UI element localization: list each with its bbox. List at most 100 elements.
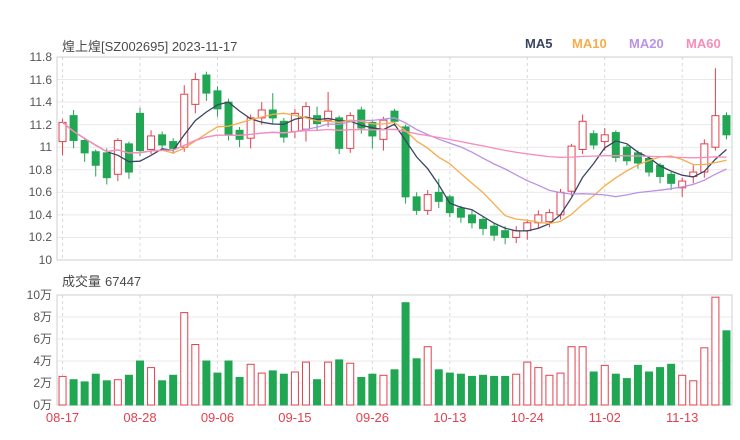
volume-bar[interactable] [656, 367, 665, 406]
candlestick[interactable] [135, 107, 144, 157]
volume-bar[interactable] [224, 360, 233, 406]
candlestick[interactable] [301, 102, 310, 142]
volume-bar[interactable] [257, 372, 266, 406]
volume-bar[interactable] [246, 363, 255, 406]
volume-bar[interactable] [611, 373, 620, 406]
volume-bar[interactable] [158, 380, 167, 406]
volume-bar[interactable] [523, 361, 532, 406]
volume-bar[interactable] [169, 374, 178, 406]
volume-bar[interactable] [58, 375, 67, 406]
volume-bar[interactable] [512, 373, 521, 406]
volume-bar[interactable] [335, 359, 344, 406]
legend-item-ma10[interactable]: MA10 [572, 36, 607, 51]
volume-bar[interactable] [722, 330, 731, 406]
candlestick[interactable] [423, 190, 432, 215]
volume-bar[interactable] [467, 375, 476, 406]
candlestick[interactable] [268, 93, 277, 124]
candlestick[interactable] [257, 102, 266, 125]
candlestick[interactable] [113, 138, 122, 182]
volume-bar[interactable] [622, 378, 631, 406]
legend-item-ma60[interactable]: MA60 [686, 36, 721, 51]
volume-bar[interactable] [180, 312, 189, 406]
candlestick[interactable] [401, 124, 410, 204]
candlestick[interactable] [567, 143, 576, 196]
volume-bar[interactable] [423, 346, 432, 406]
candlestick[interactable] [534, 210, 543, 229]
candlestick[interactable] [622, 144, 631, 166]
volume-bar[interactable] [124, 374, 133, 406]
candlestick[interactable] [346, 112, 355, 153]
candlestick[interactable] [501, 226, 510, 245]
volume-bar[interactable] [689, 380, 698, 406]
volume-bar[interactable] [711, 296, 720, 406]
candlestick[interactable] [434, 178, 443, 209]
volume-bar[interactable] [645, 371, 654, 406]
volume-bar[interactable] [456, 373, 465, 406]
volume-bar[interactable] [633, 364, 642, 406]
volume-bar[interactable] [324, 361, 333, 406]
volume-bar[interactable] [346, 362, 355, 406]
candlestick[interactable] [191, 72, 200, 114]
volume-bar[interactable] [556, 372, 565, 406]
candlestick[interactable] [379, 116, 388, 151]
volume-bar[interactable] [445, 372, 454, 406]
candlestick[interactable] [158, 131, 167, 151]
volume-bar[interactable] [479, 374, 488, 406]
candlestick[interactable] [213, 86, 222, 117]
candlestick[interactable] [102, 148, 111, 185]
volume-bar[interactable] [667, 363, 676, 406]
candlestick[interactable] [645, 156, 654, 177]
legend-item-ma5[interactable]: MA5 [525, 36, 553, 51]
volume-bar[interactable] [113, 379, 122, 406]
volume-bar[interactable] [235, 377, 244, 406]
volume-bar[interactable] [534, 367, 543, 406]
kline-panel[interactable] [58, 68, 731, 245]
candlestick[interactable] [412, 192, 421, 215]
volume-bar[interactable] [191, 344, 200, 406]
volume-bar[interactable] [279, 373, 288, 406]
candlestick[interactable] [589, 130, 598, 150]
volume-bar[interactable] [213, 372, 222, 406]
candlestick[interactable] [467, 210, 476, 229]
candlestick[interactable] [180, 85, 189, 152]
volume-bar[interactable] [501, 375, 510, 406]
volume-bar[interactable] [91, 373, 100, 406]
volume-bar[interactable] [434, 369, 443, 406]
candlestick[interactable] [124, 141, 133, 179]
volume-bar[interactable] [678, 374, 687, 406]
volume-panel[interactable] [58, 296, 731, 406]
candlestick[interactable] [290, 108, 299, 139]
candlestick[interactable] [479, 217, 488, 236]
candlestick[interactable] [711, 68, 720, 151]
volume-bar[interactable] [545, 374, 554, 406]
volume-bar[interactable] [401, 302, 410, 406]
volume-bar[interactable] [589, 371, 598, 406]
candlestick[interactable] [490, 222, 499, 241]
volume-bar[interactable] [412, 358, 421, 406]
volume-bar[interactable] [80, 381, 89, 406]
candlestick[interactable] [512, 226, 521, 244]
volume-bar[interactable] [135, 360, 144, 406]
candlestick[interactable] [523, 219, 532, 240]
candlestick[interactable] [600, 128, 609, 151]
volume-bar[interactable] [578, 346, 587, 406]
volume-bar[interactable] [147, 367, 156, 406]
volume-bar[interactable] [567, 346, 576, 406]
candlestick[interactable] [689, 165, 698, 184]
candlestick[interactable] [80, 138, 89, 162]
volume-bar[interactable] [290, 371, 299, 406]
candlestick[interactable] [147, 130, 156, 154]
volume-bar[interactable] [490, 375, 499, 406]
volume-bar[interactable] [700, 347, 709, 406]
candlestick[interactable] [611, 130, 620, 162]
candlestick[interactable] [578, 114, 587, 154]
candlestick[interactable] [91, 149, 100, 177]
volume-bar[interactable] [102, 380, 111, 406]
volume-bar[interactable] [268, 370, 277, 406]
candlestick[interactable] [235, 126, 244, 148]
volume-bar[interactable] [357, 377, 366, 406]
candlestick[interactable] [224, 98, 233, 141]
candlestick[interactable] [667, 172, 676, 191]
candlestick[interactable] [456, 205, 465, 223]
